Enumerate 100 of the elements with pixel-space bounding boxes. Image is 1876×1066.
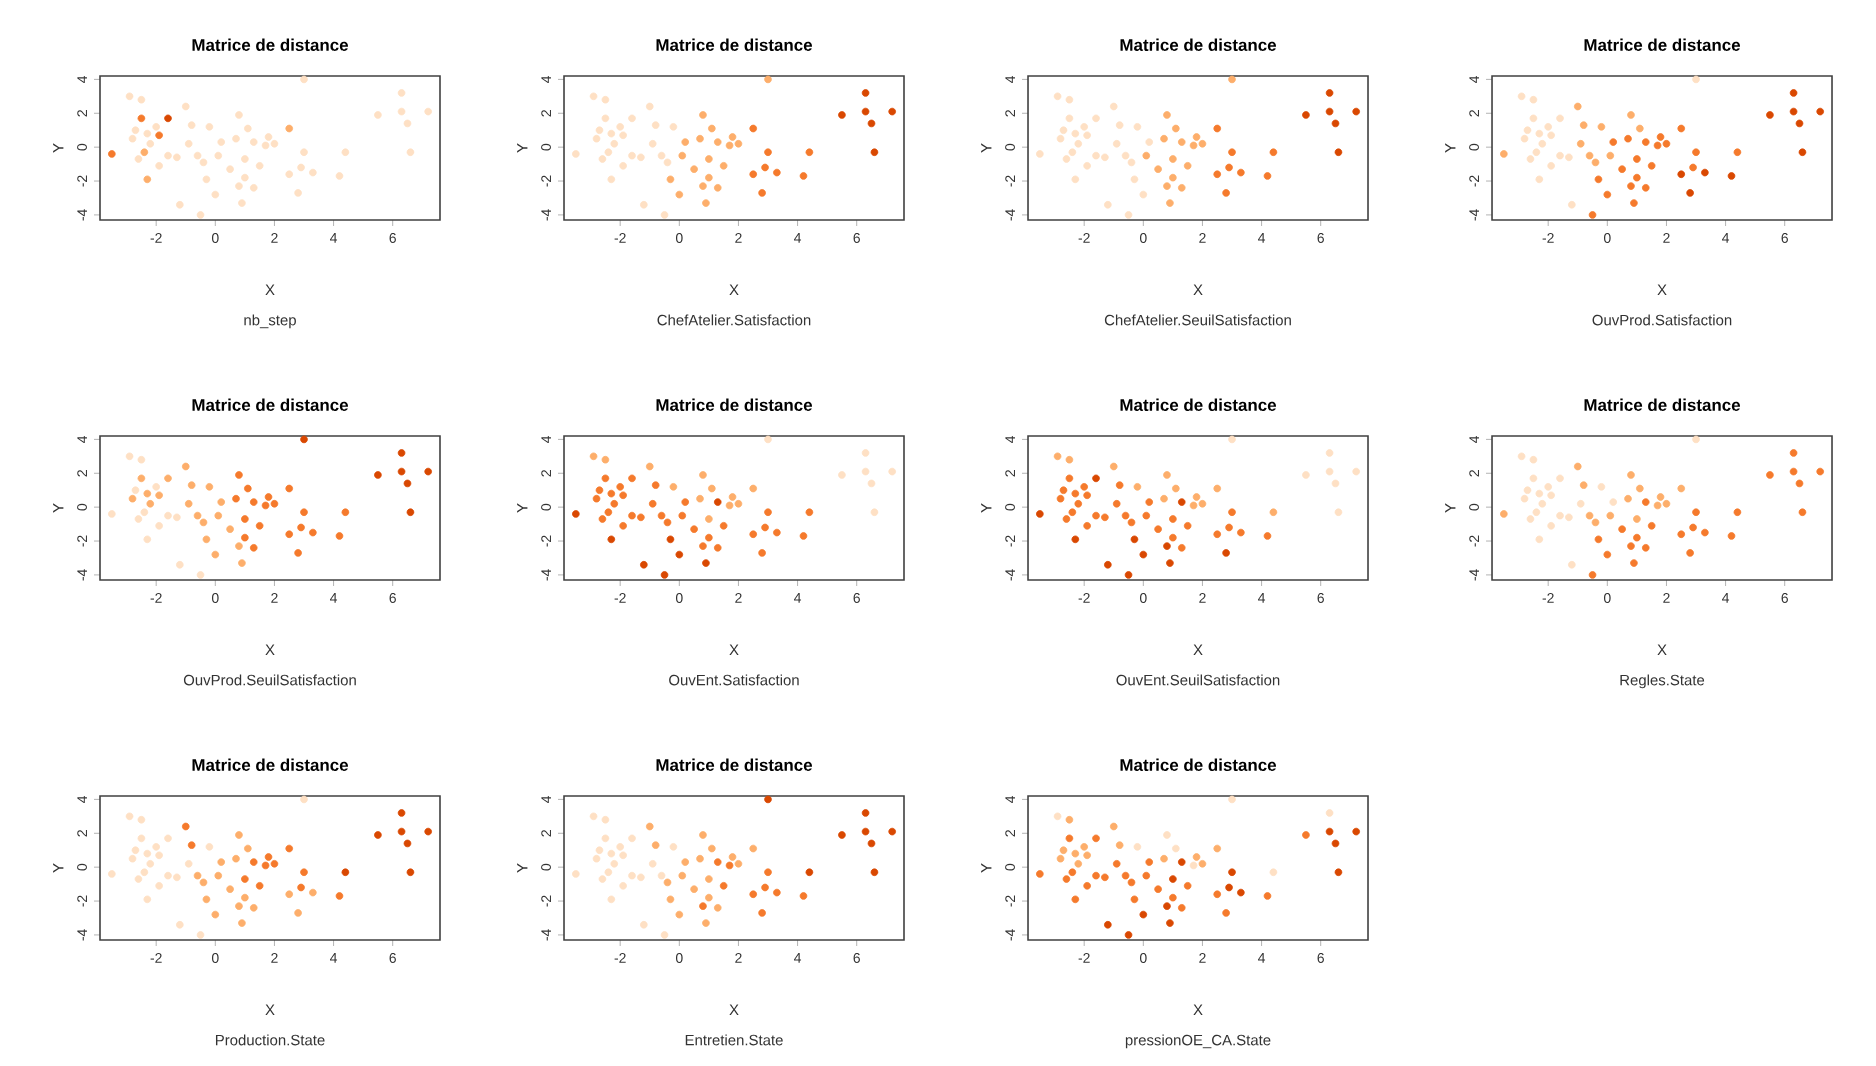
point <box>690 165 698 173</box>
point <box>155 161 163 170</box>
point <box>397 467 406 476</box>
point <box>249 904 258 912</box>
point <box>637 513 645 522</box>
point <box>592 134 601 143</box>
point <box>1325 107 1334 116</box>
point <box>749 124 758 133</box>
point <box>616 123 624 131</box>
point <box>335 892 344 900</box>
point <box>699 471 707 479</box>
point <box>616 483 624 491</box>
point <box>1109 462 1118 471</box>
point <box>607 535 616 544</box>
point <box>1597 483 1606 491</box>
point <box>1192 133 1201 141</box>
point <box>249 498 258 506</box>
point <box>1352 827 1360 836</box>
point <box>637 873 645 882</box>
point <box>1269 508 1278 517</box>
point <box>1692 75 1700 84</box>
point <box>1547 161 1555 170</box>
point <box>164 834 172 843</box>
point <box>601 474 610 483</box>
point <box>705 875 713 883</box>
point <box>294 909 302 917</box>
point <box>1263 892 1272 900</box>
point <box>628 151 636 160</box>
point <box>870 148 879 157</box>
point <box>1538 499 1547 508</box>
point <box>888 467 896 476</box>
point <box>1618 525 1626 533</box>
point <box>226 165 234 173</box>
point <box>657 151 666 160</box>
point <box>1579 121 1588 129</box>
point <box>1163 902 1171 910</box>
point <box>1080 483 1088 491</box>
point <box>1228 868 1236 877</box>
point <box>1177 498 1186 506</box>
point <box>838 831 846 839</box>
point <box>1177 544 1186 552</box>
point <box>1183 882 1192 890</box>
chart-title: Matrice de distance <box>1120 38 1277 51</box>
point <box>870 508 879 517</box>
point <box>241 893 249 902</box>
chart-title: Matrice de distance <box>192 398 348 411</box>
point <box>1068 868 1077 877</box>
point <box>1083 131 1091 140</box>
point <box>143 849 152 858</box>
point <box>1585 151 1594 160</box>
point <box>572 870 580 878</box>
point <box>211 910 220 919</box>
point <box>1092 151 1100 160</box>
point <box>397 827 406 836</box>
point <box>424 467 432 476</box>
point <box>1177 904 1186 912</box>
point <box>1101 153 1109 162</box>
point <box>1692 508 1700 517</box>
point <box>805 868 814 877</box>
point <box>651 121 660 129</box>
point <box>1325 467 1334 476</box>
point <box>235 902 243 910</box>
chart-title: Matrice de distance <box>192 758 348 772</box>
point <box>294 549 302 557</box>
point <box>1603 550 1612 559</box>
point <box>155 882 163 890</box>
point <box>705 173 713 182</box>
point <box>1686 549 1694 557</box>
point <box>728 133 737 141</box>
point <box>749 844 758 853</box>
point <box>1160 134 1168 143</box>
point <box>805 148 814 157</box>
point <box>1627 471 1635 479</box>
point <box>176 560 184 569</box>
point <box>341 868 350 877</box>
point <box>702 559 710 567</box>
point <box>125 812 134 821</box>
point <box>696 494 704 503</box>
point <box>214 871 223 880</box>
point <box>1656 493 1665 501</box>
point <box>628 834 636 843</box>
point <box>1163 471 1171 479</box>
point <box>146 859 155 868</box>
point <box>173 873 181 882</box>
point <box>300 435 308 444</box>
point <box>143 175 152 184</box>
point <box>1228 148 1236 157</box>
point <box>1727 172 1736 180</box>
point <box>143 129 152 138</box>
point <box>589 92 598 101</box>
point <box>1633 173 1641 182</box>
point <box>1529 474 1538 483</box>
point <box>1056 134 1065 143</box>
point <box>424 827 432 836</box>
point <box>1633 515 1641 523</box>
point <box>1302 111 1310 119</box>
point <box>592 494 601 503</box>
point <box>1325 809 1334 817</box>
point <box>705 533 713 542</box>
point <box>1618 165 1626 173</box>
